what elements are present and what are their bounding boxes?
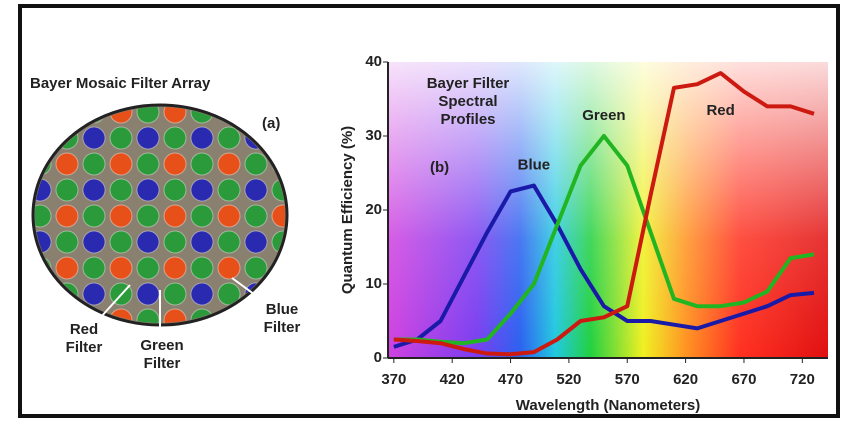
filter-dot	[217, 126, 241, 150]
y-tick-label: 20	[365, 201, 382, 218]
annotation: Spectral	[438, 93, 497, 110]
filter-dot	[55, 256, 79, 280]
filter-dot	[190, 230, 214, 254]
series-line	[393, 183, 815, 349]
blue-filter-label: Blue	[266, 301, 299, 318]
filter-dot	[136, 256, 160, 280]
filter-dot	[163, 256, 187, 280]
series-label: Green	[582, 107, 625, 124]
filter-dot	[217, 204, 241, 228]
x-tick-label: 720	[790, 371, 815, 388]
filter-dot	[109, 256, 133, 280]
filter-dot	[244, 204, 268, 228]
red-filter-label: Filter	[66, 339, 103, 356]
filter-dot	[82, 282, 106, 306]
filter-dot	[109, 230, 133, 254]
filter-dot	[55, 178, 79, 202]
red-filter-label: Red	[70, 321, 98, 338]
filter-dot	[217, 282, 241, 306]
filter-dot	[190, 178, 214, 202]
filter-dot	[136, 126, 160, 150]
series-line	[393, 71, 815, 357]
filter-dot	[82, 256, 106, 280]
pointer	[231, 277, 263, 301]
mosaic-panel-label: (a)	[262, 115, 280, 132]
y-tick-label: 30	[365, 127, 382, 144]
x-axis-label: Wavelength (Nanometers)	[516, 397, 700, 414]
filter-dot	[217, 256, 241, 280]
blue-filter-label: Filter	[264, 319, 301, 336]
filter-dot	[82, 204, 106, 228]
x-tick-label: 370	[381, 371, 406, 388]
annotation: Profiles	[440, 111, 495, 128]
x-tick-label: 670	[731, 371, 756, 388]
filter-dot	[244, 256, 268, 280]
panel-label: (b)	[430, 159, 449, 176]
green-filter-label: Green	[140, 337, 183, 354]
filter-dot	[217, 152, 241, 176]
filter-dot	[163, 308, 187, 323]
filter-dot	[109, 178, 133, 202]
filter-dot	[109, 126, 133, 150]
filter-dot	[244, 178, 268, 202]
filter-dot	[190, 256, 214, 280]
series-label: Red	[706, 102, 734, 119]
filter-dot	[163, 204, 187, 228]
filter-dot	[136, 204, 160, 228]
filter-dot	[163, 126, 187, 150]
x-tick-label: 470	[498, 371, 523, 388]
filter-dot	[55, 152, 79, 176]
filter-dot	[82, 230, 106, 254]
filter-dot	[190, 204, 214, 228]
filter-dot	[109, 152, 133, 176]
x-tick-label: 520	[556, 371, 581, 388]
filter-dot	[82, 126, 106, 150]
filter-dot	[163, 178, 187, 202]
filter-dot	[244, 152, 268, 176]
y-tick-label: 10	[365, 275, 382, 292]
annotation: Bayer Filter	[427, 75, 510, 92]
y-tick-label: 0	[374, 349, 382, 366]
filter-dot	[55, 230, 79, 254]
filter-dot	[217, 230, 241, 254]
filter-dot	[136, 178, 160, 202]
mosaic-title: Bayer Mosaic Filter Array	[30, 75, 211, 92]
filter-dot	[55, 204, 79, 228]
green-filter-label: Filter	[144, 355, 181, 372]
filter-dot	[190, 126, 214, 150]
filter-dot	[190, 282, 214, 306]
filter-dot	[136, 282, 160, 306]
x-tick-label: 420	[440, 371, 465, 388]
series-line	[393, 134, 815, 346]
x-tick-label: 620	[673, 371, 698, 388]
x-tick-label: 570	[615, 371, 640, 388]
filter-dot	[190, 152, 214, 176]
filter-dot	[136, 107, 160, 124]
y-tick-label: 40	[365, 53, 382, 70]
filter-dot	[271, 204, 285, 228]
series-label: Blue	[518, 157, 551, 174]
filter-dot	[163, 230, 187, 254]
filter-dot	[244, 230, 268, 254]
filter-dot	[136, 152, 160, 176]
filter-dot	[163, 107, 187, 124]
filter-dot	[217, 178, 241, 202]
pointer	[99, 284, 131, 319]
filter-dot	[163, 282, 187, 306]
filter-dot	[136, 230, 160, 254]
filter-dot	[109, 204, 133, 228]
filter-dot	[35, 204, 52, 228]
y-axis-label: Quantum Efficiency (%)	[339, 126, 356, 294]
filter-dot	[82, 152, 106, 176]
filter-dot	[82, 178, 106, 202]
filter-dot	[163, 152, 187, 176]
